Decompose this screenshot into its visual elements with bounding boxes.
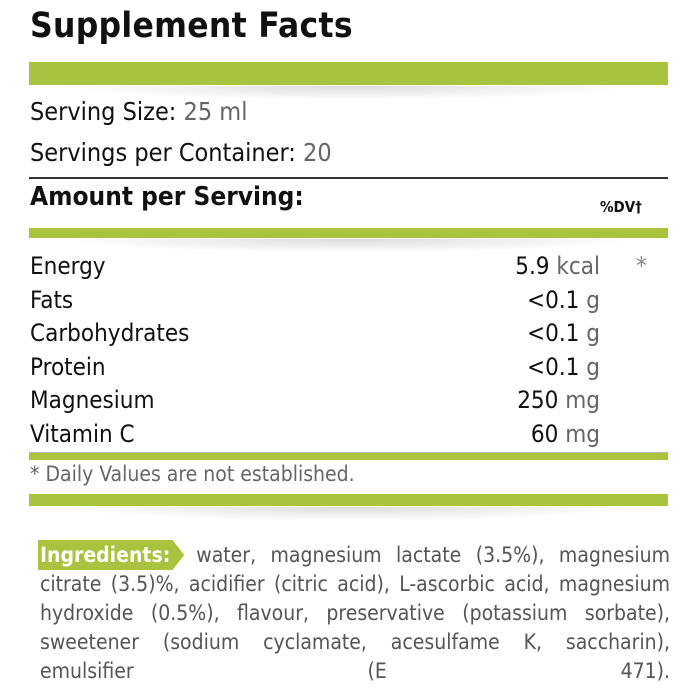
divider-bar bbox=[29, 494, 668, 506]
serving-size-value: 25 ml bbox=[183, 97, 248, 126]
shadow bbox=[60, 507, 640, 521]
shadow bbox=[60, 239, 640, 253]
amount-value: 250 bbox=[517, 386, 559, 414]
nutrient-name: Magnesium bbox=[30, 386, 155, 414]
nutrient-row: Energy 5.9 kcal * bbox=[30, 251, 647, 281]
nutrient-row: Magnesium 250 mg bbox=[30, 385, 600, 415]
amount-unit: g bbox=[586, 319, 600, 347]
servings-label: Servings per Container: bbox=[30, 138, 296, 167]
servings-per-container: Servings per Container: 20 bbox=[30, 138, 332, 167]
nutrient-amount: 60 mg bbox=[531, 419, 600, 449]
nutrient-amount: <0.1 g bbox=[527, 318, 600, 348]
amount-header: Amount per Serving: bbox=[30, 182, 304, 212]
divider-line bbox=[29, 452, 668, 453]
servings-value: 20 bbox=[303, 138, 332, 167]
nutrient-name: Energy bbox=[30, 252, 106, 280]
footnote: * Daily Values are not established. bbox=[30, 462, 355, 486]
divider-bar bbox=[29, 228, 668, 238]
shadow bbox=[60, 86, 640, 100]
ingredients: Ingredients: water, magnesium lactate (3.… bbox=[38, 540, 670, 686]
amount-value: <0.1 bbox=[527, 285, 580, 314]
nutrient-row: Fats <0.1 g bbox=[30, 285, 600, 315]
nutrient-name: Vitamin C bbox=[30, 419, 135, 448]
ingredients-text: water, magnesium lactate (3.5%), magnesi… bbox=[40, 543, 670, 683]
divider-line bbox=[29, 177, 668, 179]
nutrient-amount: <0.1 g bbox=[527, 352, 600, 382]
ingredients-label: Ingredients: bbox=[38, 540, 185, 570]
amount-unit: kcal bbox=[556, 252, 600, 280]
amount-unit: mg bbox=[565, 419, 600, 448]
amount-unit: mg bbox=[565, 386, 600, 414]
divider-bar bbox=[29, 62, 668, 85]
nutrient-name: Protein bbox=[30, 352, 106, 381]
nutrient-row: Vitamin C 60 mg bbox=[30, 419, 600, 449]
divider-bar bbox=[29, 453, 668, 460]
serving-size-label: Serving Size: bbox=[30, 97, 177, 126]
nutrient-name: Fats bbox=[30, 285, 74, 314]
nutrient-amount: 250 mg bbox=[517, 385, 600, 415]
page-title: Supplement Facts bbox=[30, 6, 353, 46]
dv-header: %DV† bbox=[600, 198, 642, 216]
nutrient-dv: * bbox=[636, 252, 647, 280]
amount-value: 5.9 bbox=[515, 252, 550, 280]
amount-unit: g bbox=[586, 352, 600, 381]
nutrient-row: Protein <0.1 g bbox=[30, 352, 600, 382]
serving-size: Serving Size: 25 ml bbox=[30, 97, 247, 126]
amount-value: <0.1 bbox=[527, 352, 580, 381]
amount-unit: g bbox=[586, 285, 600, 314]
amount-value: <0.1 bbox=[527, 319, 580, 347]
nutrient-amount: <0.1 g bbox=[527, 285, 600, 315]
nutrient-amount: 5.9 kcal bbox=[515, 251, 600, 281]
nutrient-name: Carbohydrates bbox=[30, 319, 190, 347]
nutrient-row: Carbohydrates <0.1 g bbox=[30, 318, 600, 348]
amount-value: 60 bbox=[530, 419, 559, 448]
